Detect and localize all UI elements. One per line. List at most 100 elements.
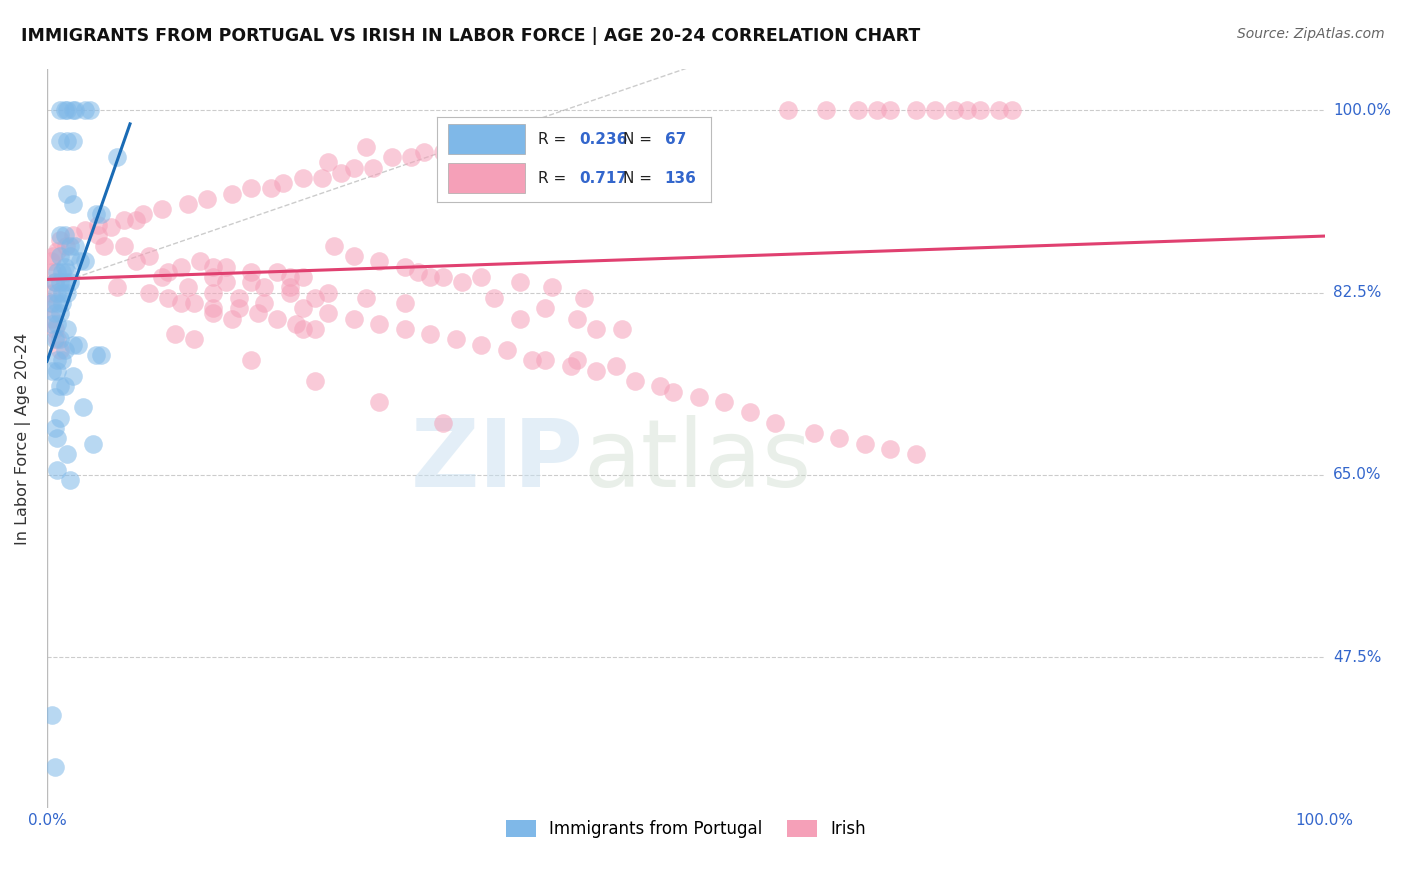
Text: 100.0%: 100.0% (1333, 103, 1391, 118)
Y-axis label: In Labor Force | Age 20-24: In Labor Force | Age 20-24 (15, 333, 31, 545)
Point (183, 296, 205, 310)
Point (46, 265, 69, 279)
Point (509, 311, 531, 326)
Point (69, 254, 91, 268)
Point (776, 103, 799, 118)
Point (879, 103, 901, 118)
Point (51, 265, 73, 279)
Point (323, 238, 346, 252)
Point (560, 359, 582, 373)
Text: atlas: atlas (583, 415, 811, 507)
Point (46, 317, 69, 331)
Point (419, 327, 441, 342)
Point (643, 119, 665, 133)
Point (527, 135, 550, 149)
Point (240, 181, 263, 195)
Point (62, 228, 84, 243)
Point (662, 384, 685, 399)
Point (48, 306, 70, 320)
Point (943, 103, 966, 118)
Point (41, 311, 63, 326)
Legend: Immigrants from Portugal, Irish: Immigrants from Portugal, Irish (499, 813, 873, 845)
Point (75, 103, 97, 118)
Text: 82.5%: 82.5% (1333, 285, 1381, 300)
Point (41, 317, 63, 331)
Point (38, 296, 60, 310)
Point (188, 254, 211, 268)
Point (567, 353, 589, 368)
Point (44, 421, 66, 435)
Point (585, 322, 607, 336)
Point (163, 327, 186, 342)
Point (253, 296, 276, 310)
Point (48, 275, 70, 289)
Point (291, 170, 314, 185)
Point (304, 291, 326, 305)
Point (48, 379, 70, 393)
Point (90, 207, 112, 221)
Point (87, 218, 110, 232)
Point (150, 269, 173, 284)
Point (112, 238, 135, 252)
Point (924, 103, 946, 118)
Point (482, 291, 505, 305)
Point (82, 436, 104, 450)
Point (150, 202, 173, 217)
Point (44, 275, 66, 289)
Point (41, 265, 63, 279)
Point (419, 269, 441, 284)
Point (451, 275, 474, 289)
Point (53, 228, 76, 243)
Point (432, 416, 454, 430)
Point (44, 322, 66, 336)
Point (51, 285, 73, 300)
Point (59, 238, 82, 252)
Point (48, 343, 70, 357)
Point (112, 212, 135, 227)
Point (46, 244, 69, 258)
Point (46, 285, 69, 300)
Point (59, 275, 82, 289)
Point (904, 447, 927, 461)
Point (132, 207, 155, 221)
Point (138, 249, 160, 263)
Point (316, 155, 339, 169)
Point (853, 436, 876, 450)
Point (266, 265, 288, 279)
Point (803, 426, 825, 441)
Point (46, 364, 69, 378)
Point (368, 395, 391, 409)
Point (105, 150, 128, 164)
Point (138, 285, 160, 300)
Point (176, 280, 198, 294)
Point (56, 186, 79, 201)
Point (496, 129, 519, 144)
Point (278, 269, 301, 284)
Point (62, 368, 84, 383)
Point (51, 353, 73, 368)
Point (406, 265, 429, 279)
Point (48, 103, 70, 118)
Point (53, 379, 76, 393)
Point (48, 234, 70, 248)
Point (63, 238, 86, 252)
Point (170, 260, 193, 274)
Point (202, 301, 225, 316)
Point (202, 269, 225, 284)
Point (240, 275, 263, 289)
Point (157, 265, 180, 279)
Point (176, 197, 198, 211)
Point (432, 145, 454, 159)
Point (170, 296, 193, 310)
Text: 47.5%: 47.5% (1333, 650, 1381, 665)
Point (688, 390, 710, 404)
Point (87, 228, 110, 243)
Point (56, 322, 79, 336)
Point (343, 249, 366, 263)
Point (368, 317, 391, 331)
Text: Source: ZipAtlas.com: Source: ZipAtlas.com (1237, 27, 1385, 41)
Point (221, 311, 243, 326)
Point (46, 296, 69, 310)
Point (48, 135, 70, 149)
Point (291, 269, 314, 284)
